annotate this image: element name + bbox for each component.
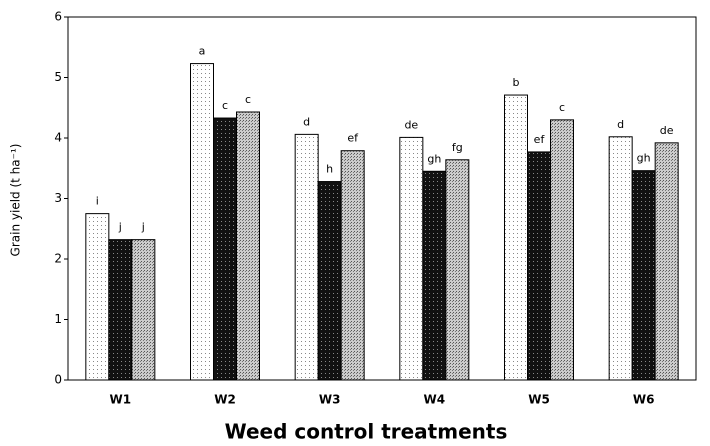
bar [527,151,551,381]
bar [654,142,679,381]
value-label: b [513,76,520,89]
bar [190,63,214,381]
value-label: de [404,118,418,131]
value-label: i [96,195,99,208]
y-tick-label: 0 [54,373,62,387]
y-tick-label: 2 [54,252,62,266]
y-tick-label: 5 [54,70,62,84]
value-label: ef [347,132,359,145]
value-label: fg [452,141,463,154]
value-label: c [559,101,565,114]
bar [445,159,470,381]
bar [236,111,260,381]
value-label: gh [637,152,651,165]
value-label: j [118,221,122,234]
bar [131,239,156,381]
value-label: h [326,163,333,176]
x-tick-label: W1 [110,393,132,407]
value-label: gh [427,152,441,165]
y-tick-label: 1 [54,312,62,326]
y-tick-label: 3 [54,191,62,205]
value-label: c [222,99,228,112]
value-label: d [617,118,624,131]
plot-frame [67,16,697,381]
x-tick-label: W4 [424,393,446,407]
bar [294,133,319,381]
bar [340,150,365,381]
bar [317,181,342,381]
value-label: de [660,124,674,137]
x-tick-label: W5 [528,393,550,407]
bar [631,170,656,381]
value-label: c [245,93,251,106]
y-tick-label: 6 [54,10,62,24]
x-tick-label: W2 [214,393,236,407]
y-axis-title: Grain yield (t ha⁻¹) [9,144,23,257]
x-axis-title: Weed control treatments [225,420,508,444]
bar [422,170,447,381]
x-tick-label: W3 [319,393,341,407]
bar [399,136,424,381]
value-label: ef [534,133,546,146]
bar [504,94,528,381]
y-tick-label: 4 [54,131,62,145]
bar [108,239,133,381]
bar [213,117,237,381]
value-label: d [303,115,310,128]
bar [85,213,110,381]
x-tick-label: W6 [633,393,655,407]
value-label: j [141,221,145,234]
bar [550,119,574,381]
bar [608,136,633,381]
value-label: a [199,45,206,58]
